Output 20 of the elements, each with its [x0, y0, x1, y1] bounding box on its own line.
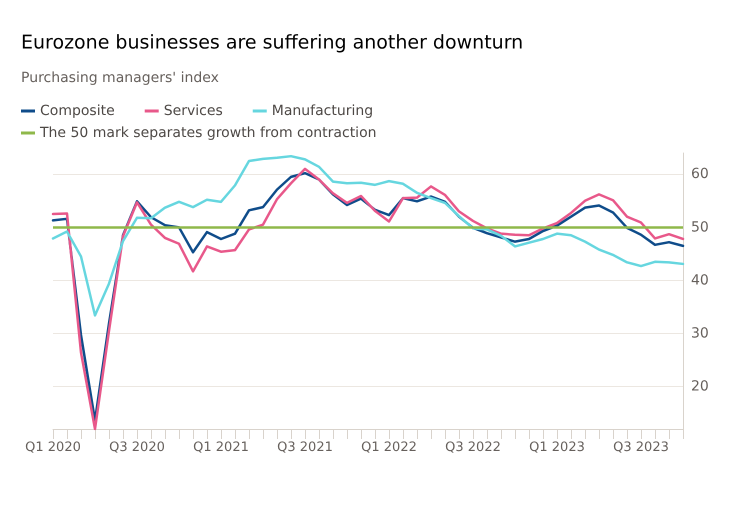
legend-label: The 50 mark separates growth from contraction [39, 125, 377, 141]
chart-subtitle: Purchasing managers' index [21, 70, 219, 86]
x-tick-label: Q3 2021 [277, 440, 333, 455]
x-tick-label: Q1 2023 [529, 440, 585, 455]
x-tick-label: Q1 2021 [193, 440, 249, 455]
legend-label: Services [164, 103, 223, 119]
chart-title: Eurozone businesses are suffering another downturn [21, 32, 524, 54]
legend-label: Manufacturing [272, 103, 374, 119]
x-tick-label: Q3 2023 [613, 440, 669, 455]
y-tick-label: 40 [691, 272, 709, 288]
x-tick-label: Q1 2022 [361, 440, 417, 455]
y-tick-label: 60 [691, 166, 709, 182]
legend-label: Composite [40, 103, 115, 119]
y-tick-label: 30 [691, 325, 709, 342]
line-series [52, 154, 684, 317]
x-tick-label: Q1 2020 [25, 440, 81, 455]
x-tick-label: Q3 2022 [445, 440, 501, 455]
y-tick-label: 20 [691, 378, 709, 395]
y-tick-label: 50 [691, 219, 709, 236]
x-tick-label: Q3 2020 [109, 440, 165, 455]
